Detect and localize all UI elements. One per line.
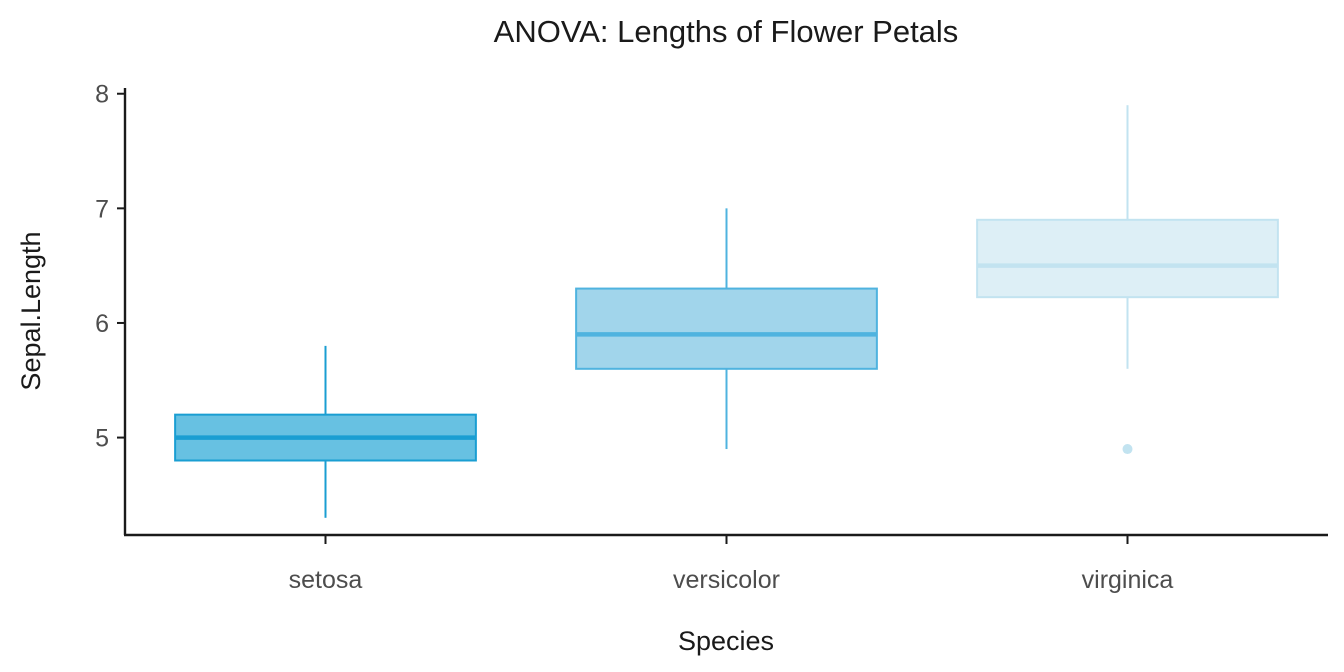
chart-title: ANOVA: Lengths of Flower Petals xyxy=(494,14,959,49)
x-tick-label: versicolor xyxy=(673,566,780,594)
x-tick-label: setosa xyxy=(289,566,363,594)
box-body xyxy=(976,218,1279,299)
box-virginica xyxy=(976,105,1279,455)
y-tick-label: 6 xyxy=(95,310,109,338)
plot-area xyxy=(174,105,1279,518)
box-setosa xyxy=(174,345,477,518)
x-axis-ticks: setosa versicolor virginica xyxy=(289,535,1174,594)
y-axis-title: Sepal.Length xyxy=(16,231,46,390)
y-tick-label: 5 xyxy=(95,425,109,453)
box-body xyxy=(575,287,878,370)
y-axis-ticks: 5 6 7 8 xyxy=(95,81,125,453)
y-tick-label: 7 xyxy=(95,195,109,223)
x-axis-title: Species xyxy=(678,626,774,656)
box-versicolor xyxy=(575,208,878,450)
y-tick-label: 8 xyxy=(95,81,109,109)
outlier-point xyxy=(1122,444,1133,455)
x-tick-label: virginica xyxy=(1082,566,1174,594)
